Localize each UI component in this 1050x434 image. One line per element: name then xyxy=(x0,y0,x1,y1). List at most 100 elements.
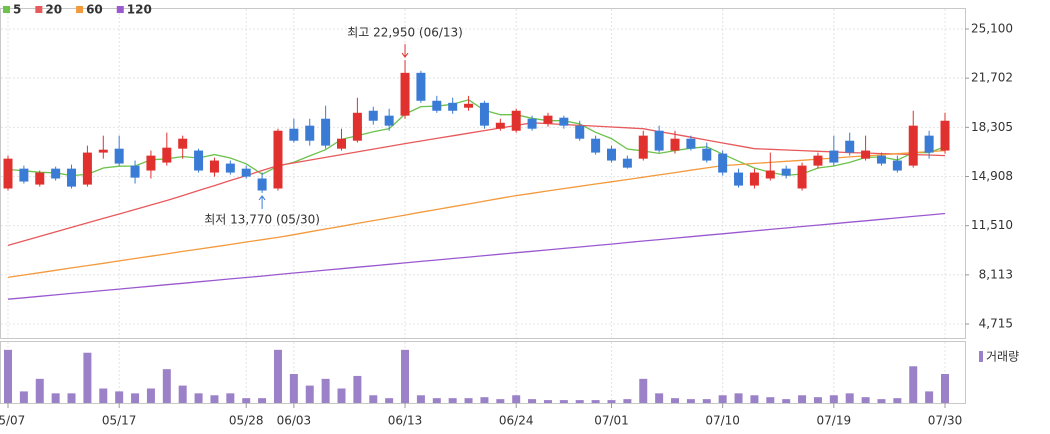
candle-body xyxy=(495,122,505,129)
candle-body xyxy=(273,130,283,189)
candle-body xyxy=(321,118,331,146)
annotation: 최저 13,770 (05/30) xyxy=(204,212,320,226)
volume-bar xyxy=(750,395,759,403)
volume-bar xyxy=(702,399,711,403)
candle-body xyxy=(384,115,394,126)
annotation-arrow xyxy=(258,195,266,209)
candle-body xyxy=(876,155,886,164)
candle-body xyxy=(575,125,585,139)
volume-bar xyxy=(242,398,251,403)
volume-bar xyxy=(210,395,219,403)
volume-bar xyxy=(575,400,584,403)
volume-bar xyxy=(861,397,870,403)
x-tick-label: 05/28 xyxy=(229,414,264,428)
volume-bar xyxy=(385,398,394,403)
volume-bar xyxy=(512,395,521,403)
candle-body xyxy=(638,135,648,159)
volume-bar xyxy=(909,366,918,403)
volume-bar xyxy=(226,393,235,403)
grid xyxy=(1,9,969,408)
candle-body xyxy=(448,102,458,111)
legend-label: 60 xyxy=(86,3,103,17)
volume-bar xyxy=(146,388,155,403)
volume-bar xyxy=(131,393,140,403)
volume-bar xyxy=(782,399,791,403)
candle-body xyxy=(622,158,632,168)
candle-body xyxy=(289,128,299,141)
ma-line xyxy=(7,122,946,247)
candle-body xyxy=(464,103,474,108)
candle-body xyxy=(178,138,188,149)
candle-body xyxy=(908,125,918,166)
candle-body xyxy=(194,150,204,171)
volume-bar xyxy=(877,399,886,403)
candle-body xyxy=(162,147,172,163)
candle-body xyxy=(241,168,251,177)
volume-bar xyxy=(893,398,902,403)
candle-body xyxy=(861,150,871,159)
y-tick-label: 21,702 xyxy=(971,71,1013,85)
volume-bar xyxy=(813,397,822,403)
volume-bar xyxy=(321,378,330,403)
volume-bar xyxy=(925,391,934,403)
ma-line xyxy=(7,149,946,279)
candle-body xyxy=(257,178,267,191)
legend-label: 20 xyxy=(45,3,62,17)
candle-body xyxy=(845,140,855,153)
volume-bar xyxy=(543,400,552,403)
y-tick-label: 18,305 xyxy=(971,120,1013,134)
candle-body xyxy=(416,72,426,101)
x-tick-label: 07/19 xyxy=(817,414,852,428)
volume-bar xyxy=(19,391,28,403)
candle-body xyxy=(591,138,601,153)
volume-bar xyxy=(51,393,60,403)
x-tick-label: 06/03 xyxy=(277,414,312,428)
candle-body xyxy=(797,165,807,189)
x-tick-label: 07/10 xyxy=(705,414,740,428)
candle-body xyxy=(35,172,45,185)
legend-swatch xyxy=(3,6,10,13)
candle-body xyxy=(368,110,378,121)
volume-bar xyxy=(766,397,775,403)
volume-bar xyxy=(194,393,203,403)
candle-body xyxy=(765,170,775,179)
volume-bar xyxy=(4,349,12,403)
x-tick-label: 07/01 xyxy=(594,414,629,428)
volume-bar xyxy=(718,395,727,403)
volume-bar xyxy=(480,397,489,403)
y-tick-label: 4,715 xyxy=(979,317,1013,331)
volume-bar xyxy=(416,395,425,403)
x-tick-label: 06/24 xyxy=(499,414,534,428)
volume-bar xyxy=(798,395,807,403)
candle-body xyxy=(98,149,108,153)
candle-body xyxy=(718,153,728,173)
candle-body xyxy=(67,168,77,187)
volume-bar xyxy=(99,388,108,403)
volume-bar xyxy=(258,398,267,403)
labels: 4,715 8,113 11,510 14,908 18,305 21,702 25,100… xyxy=(0,3,1019,428)
volume-bar xyxy=(655,393,664,403)
volume-bar xyxy=(671,398,680,403)
volume-bar xyxy=(829,395,838,403)
volume-bar xyxy=(559,400,568,403)
candle-body xyxy=(82,152,92,185)
candle-body xyxy=(305,125,315,141)
annotation: 최고 22,950 (06/13) xyxy=(347,26,463,40)
candle-body xyxy=(670,138,680,151)
candle-body xyxy=(400,72,410,116)
volume-bar xyxy=(178,385,187,403)
marks xyxy=(3,44,950,403)
volume-bar xyxy=(686,399,695,403)
candle-body xyxy=(654,130,664,151)
candle-body xyxy=(225,163,235,173)
candle-body xyxy=(829,150,839,163)
volume-bar xyxy=(337,388,346,403)
price-panel xyxy=(0,8,966,339)
volume-panel xyxy=(0,341,966,404)
candle-body xyxy=(781,168,791,176)
candle-body xyxy=(686,138,696,149)
volume-bar xyxy=(369,395,378,403)
y-tick-label: 25,100 xyxy=(971,21,1013,35)
